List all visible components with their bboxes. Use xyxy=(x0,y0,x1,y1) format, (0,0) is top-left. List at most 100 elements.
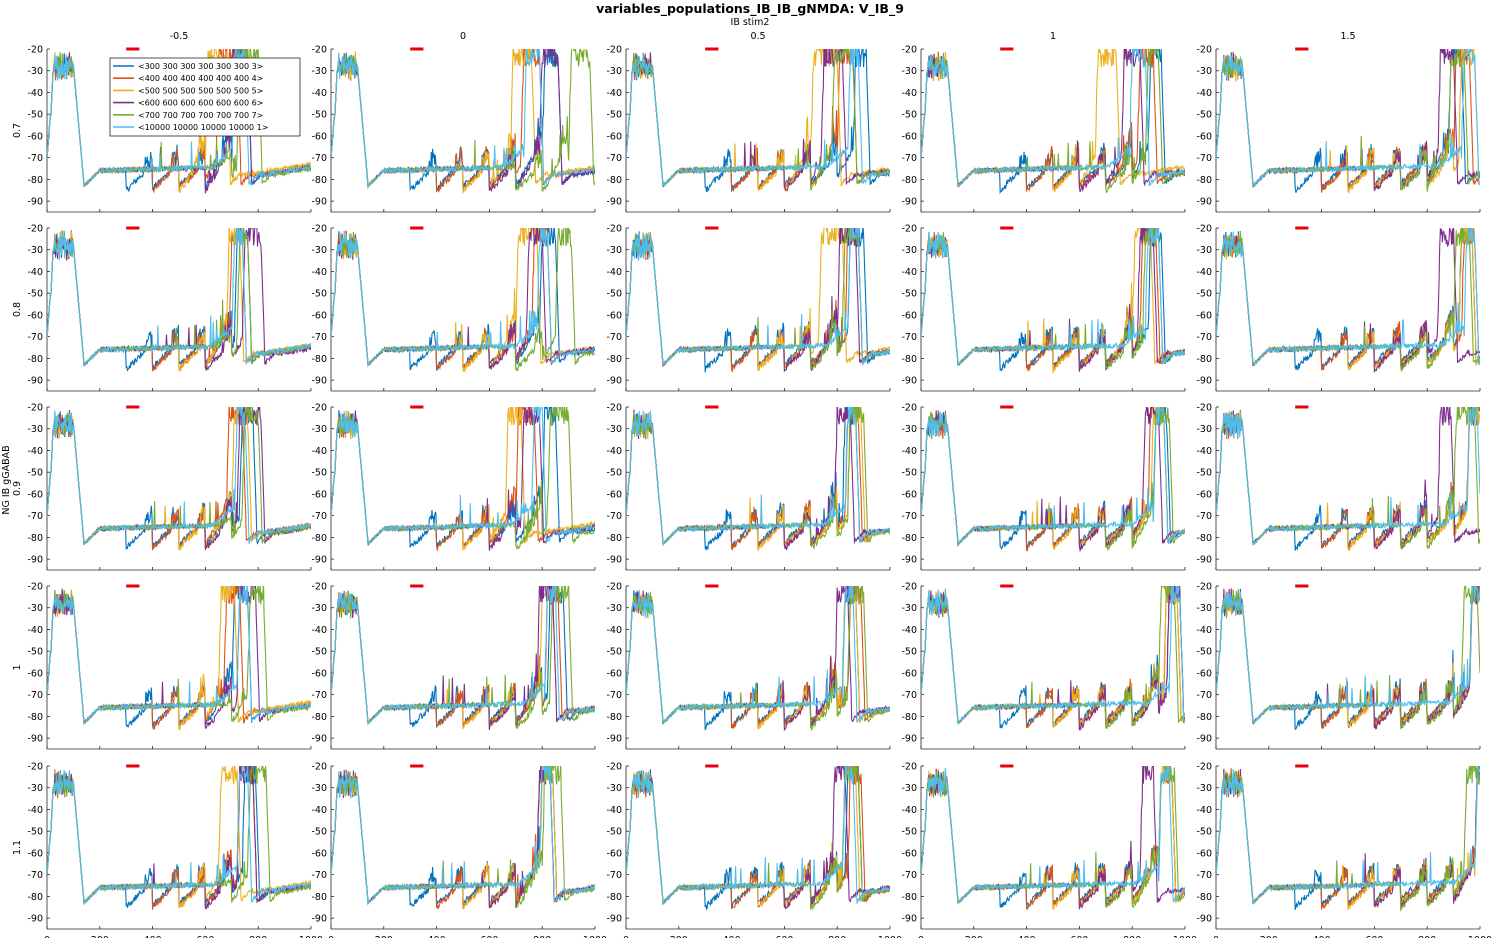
y-tick-label: -70 xyxy=(311,870,327,881)
y-tick-label: -20 xyxy=(606,582,622,593)
x-tick-label: 0 xyxy=(1213,935,1219,938)
y-tick-label: -40 xyxy=(311,267,327,278)
y-tick-label: -80 xyxy=(901,354,917,365)
y-tick-label: -30 xyxy=(311,603,327,614)
panel: -90 -80 -70 -60 -50 -40 -30 -20 xyxy=(606,582,891,750)
y-tick-label: -90 xyxy=(901,914,917,925)
y-tick-label: -70 xyxy=(1196,153,1212,164)
y-tick-label: -80 xyxy=(606,533,622,544)
y-tick-label: -40 xyxy=(606,625,622,636)
y-tick-label: -80 xyxy=(311,354,327,365)
series-line xyxy=(47,586,311,724)
y-tick-label: -90 xyxy=(311,734,327,745)
x-tick-label: 0 xyxy=(918,935,924,938)
legend-entry: <300 300 300 300 300 300 3> xyxy=(138,62,263,71)
y-tick-label: -30 xyxy=(1196,66,1212,77)
y-tick-label: -20 xyxy=(311,582,327,593)
y-tick-label: -50 xyxy=(27,110,43,121)
y-tick-label: -50 xyxy=(27,647,43,658)
y-tick-label: -80 xyxy=(1196,892,1212,903)
legend: <300 300 300 300 300 300 3> <400 400 400 … xyxy=(109,57,301,137)
y-tick-label: -70 xyxy=(27,332,43,343)
y-tick-label: -70 xyxy=(1196,332,1212,343)
y-tick-label: -20 xyxy=(901,224,917,235)
y-tick-label: -40 xyxy=(311,446,327,457)
y-tick-label: -20 xyxy=(1196,582,1212,593)
series-line xyxy=(331,228,595,367)
y-tick-label: -20 xyxy=(1196,224,1212,235)
y-tick-label: -40 xyxy=(311,805,327,816)
y-tick-label: -70 xyxy=(27,870,43,881)
panel: -90 -80 -70 -60 -50 -40 -30 -20 0 200 400 600 800 100… xyxy=(901,762,1197,938)
series-line xyxy=(1216,766,1480,905)
y-tick-label: -60 xyxy=(27,131,43,142)
panel: -90 -80 -70 -60 -50 -40 -30 -20 xyxy=(1196,45,1481,213)
y-tick-label: -90 xyxy=(27,197,43,208)
series-line xyxy=(626,407,890,546)
series-line xyxy=(331,766,595,909)
y-tick-label: -70 xyxy=(901,153,917,164)
x-tick-label: 400 xyxy=(428,935,446,938)
y-tick-label: -30 xyxy=(27,783,43,794)
y-tick-label: -60 xyxy=(311,848,327,859)
panel: -90 -80 -70 -60 -50 -40 -30 -20 xyxy=(27,403,312,571)
series-line xyxy=(626,586,890,724)
y-tick-label: -90 xyxy=(27,734,43,745)
x-tick-label: 400 xyxy=(723,935,741,938)
y-tick-label: -30 xyxy=(311,783,327,794)
y-tick-label: -70 xyxy=(606,690,622,701)
y-tick-label: -60 xyxy=(1196,489,1212,500)
y-tick-label: -50 xyxy=(27,468,43,479)
y-tick-label: -70 xyxy=(606,511,622,522)
legend-box xyxy=(109,57,301,137)
series-line xyxy=(331,766,595,905)
y-tick-label: -70 xyxy=(901,511,917,522)
panel: -90 -80 -70 -60 -50 -40 -30 -20 0 200 400 600 800 100… xyxy=(606,762,902,938)
y-tick-label: -60 xyxy=(27,310,43,321)
x-tick-label: 600 xyxy=(196,935,214,938)
y-tick-label: -90 xyxy=(1196,555,1212,566)
y-tick-label: -60 xyxy=(606,131,622,142)
y-tick-label: -90 xyxy=(901,197,917,208)
series-line xyxy=(1216,586,1480,724)
y-tick-label: -30 xyxy=(606,245,622,256)
y-tick-label: -20 xyxy=(27,45,43,56)
row-label: 0.8 xyxy=(12,302,23,317)
y-tick-label: -50 xyxy=(606,468,622,479)
col-labels: -0.5 0 0.5 1 1.5 xyxy=(170,31,1356,42)
x-tick-label: 0 xyxy=(44,935,50,938)
y-tick-label: -40 xyxy=(1196,446,1212,457)
y-tick-label: -70 xyxy=(901,690,917,701)
y-tick-label: -50 xyxy=(311,647,327,658)
panel: -90 -80 -70 -60 -50 -40 -30 -20 xyxy=(901,224,1186,392)
series-line xyxy=(1216,586,1480,730)
y-tick-label: -20 xyxy=(606,762,622,773)
y-tick-label: -60 xyxy=(1196,131,1212,142)
x-tick-label: 1000 xyxy=(1468,935,1492,938)
y-tick-label: -20 xyxy=(311,224,327,235)
y-tick-label: -80 xyxy=(901,533,917,544)
x-tick-label: 200 xyxy=(91,935,109,938)
row-label: 0.9 xyxy=(12,481,23,496)
series-line xyxy=(47,228,311,367)
panel: -90 -80 -70 -60 -50 -40 -30 -20 xyxy=(311,582,596,750)
y-tick-label: -90 xyxy=(1196,197,1212,208)
y-tick-label: -80 xyxy=(27,712,43,723)
y-tick-label: -40 xyxy=(1196,625,1212,636)
y-tick-label: -60 xyxy=(606,489,622,500)
y-tick-label: -30 xyxy=(606,783,622,794)
panel: -90 -80 -70 -60 -50 -40 -30 -20 xyxy=(901,582,1186,750)
series-line xyxy=(626,228,890,365)
y-tick-label: -40 xyxy=(606,446,622,457)
y-tick-label: -30 xyxy=(27,66,43,77)
y-tick-label: -30 xyxy=(606,603,622,614)
series-line xyxy=(921,407,1185,545)
y-tick-label: -50 xyxy=(901,827,917,838)
y-tick-label: -40 xyxy=(1196,805,1212,816)
y-tick-label: -80 xyxy=(311,175,327,186)
panel: -90 -80 -70 -60 -50 -40 -30 -20 xyxy=(606,403,891,571)
panels: -90-80-70-60-50-40-30-20-90-80-70-60-50-… xyxy=(27,45,1492,938)
y-tick-label: -70 xyxy=(1196,511,1212,522)
y-tick-label: -80 xyxy=(27,175,43,186)
y-tick-label: -40 xyxy=(901,267,917,278)
